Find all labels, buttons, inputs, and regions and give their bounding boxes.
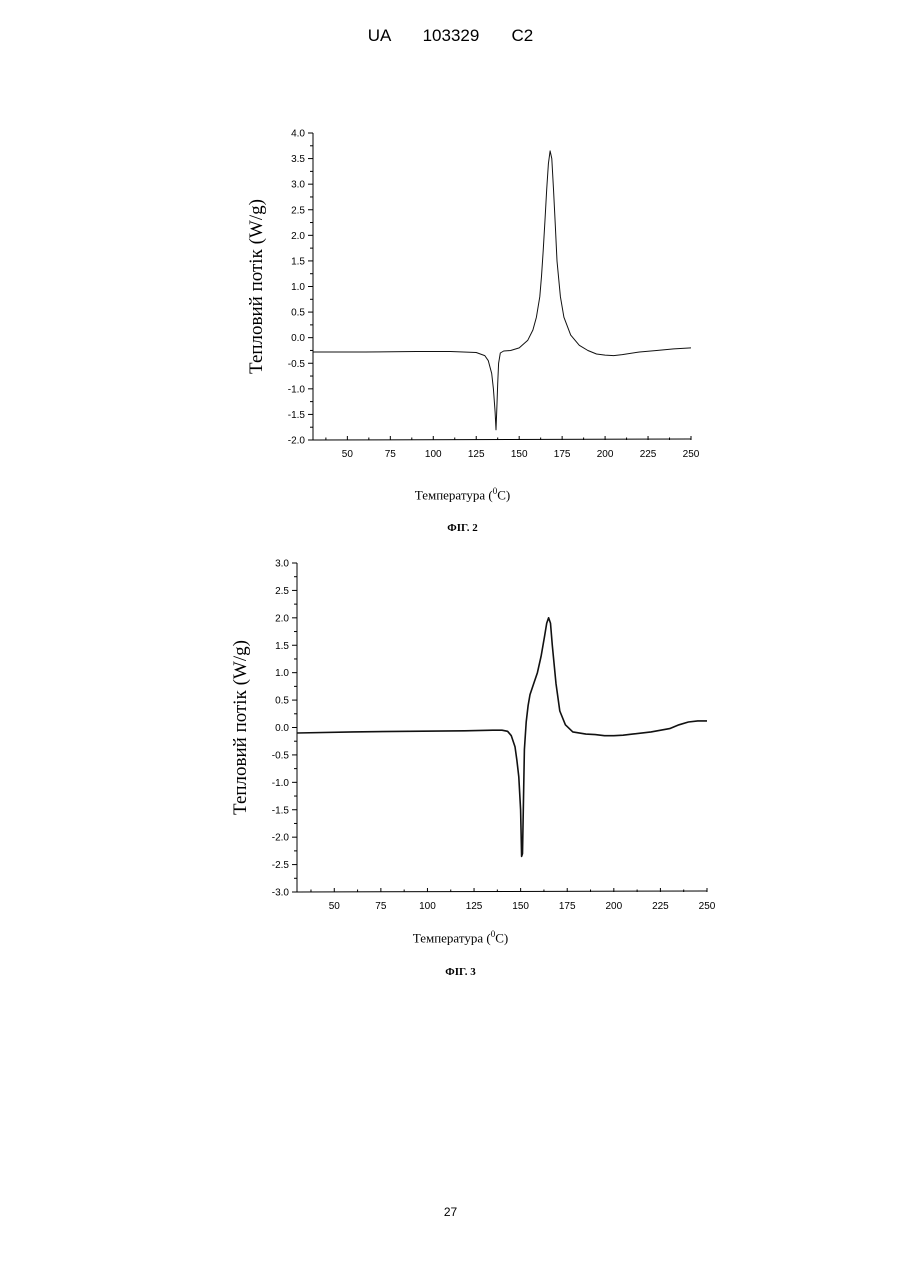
- y-tick-label: -3.0: [272, 888, 290, 899]
- x-tick-label: 75: [375, 901, 387, 912]
- figure-caption-3: ФІГ. 3: [10, 966, 901, 978]
- y-tick-label: -2.5: [272, 860, 290, 871]
- y-tick-label: 1.0: [275, 668, 289, 679]
- y-tick-label: 0.5: [275, 696, 289, 707]
- y-axis-label: Тепловий потік (W/g): [230, 640, 251, 815]
- series-line: [297, 618, 707, 857]
- x-tick-label: 50: [329, 901, 341, 912]
- x-axis-line: [297, 891, 707, 892]
- x-axis-label-fig3: Температура (0C): [10, 929, 901, 946]
- figure-3: 3.0 2.5 2.0 1.5 1.0 0.5 0.0 -0.5 -1.0 -1.5 -2.0 -2.…: [0, 0, 901, 1000]
- y-tick-label: 1.5: [275, 641, 289, 652]
- x-tick-label: 175: [559, 901, 576, 912]
- x-axis-label-text: Температура (: [413, 930, 491, 945]
- x-tick-label: 200: [605, 901, 622, 912]
- x-tick-label: 150: [512, 901, 529, 912]
- y-tick-label: 2.0: [275, 613, 289, 624]
- y-tick-label: -1.0: [272, 778, 290, 789]
- y-tick-label: 0.0: [275, 723, 289, 734]
- y-tick-label: 3.0: [275, 559, 289, 570]
- x-tick-label: 100: [419, 901, 436, 912]
- y-tick-label: -1.5: [272, 805, 290, 816]
- dsc-chart-fig3: 3.0 2.5 2.0 1.5 1.0 0.5 0.0 -0.5 -1.0 -1.5 -2.0 -2.…: [0, 0, 901, 1000]
- x-axis-label-unit: C): [495, 930, 508, 945]
- x-tick-label: 225: [652, 901, 669, 912]
- x-tick-label: 250: [699, 901, 716, 912]
- x-tick-label: 125: [466, 901, 483, 912]
- page-number: 27: [0, 1205, 901, 1219]
- y-tick-label: -2.0: [272, 833, 290, 844]
- y-tick-label: 2.5: [275, 586, 289, 597]
- y-tick-label: -0.5: [272, 750, 290, 761]
